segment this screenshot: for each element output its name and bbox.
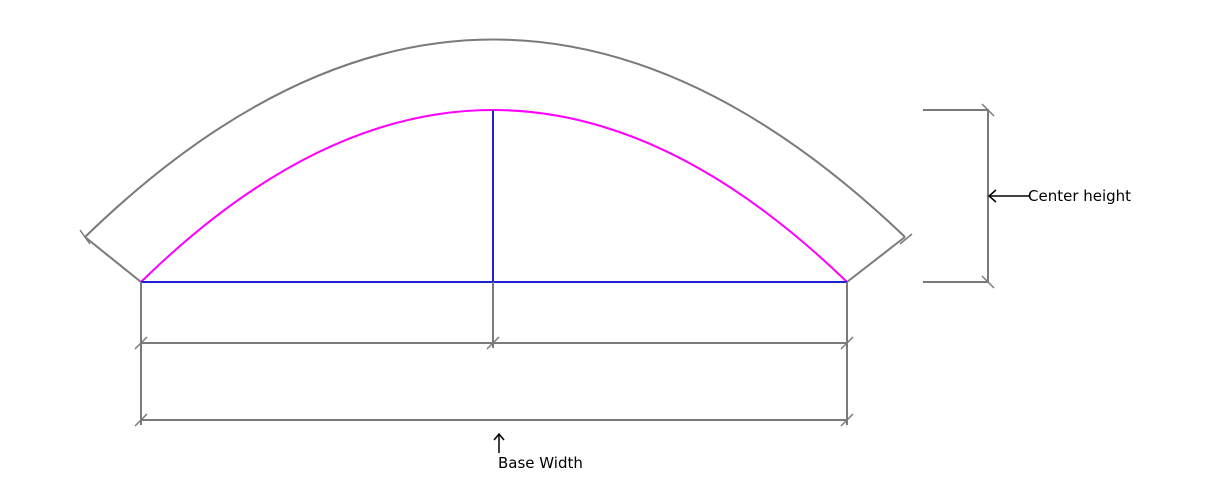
base-width-arrow-icon [493, 432, 505, 453]
left-connector-line [84, 236, 142, 283]
half-width-tick-left [134, 336, 148, 350]
outer-arch [84, 38, 906, 238]
right-connector-line [846, 236, 906, 283]
center-height-tick-bottom [981, 275, 995, 289]
outer-arch-right-tick [899, 233, 913, 245]
base-width-label: Base Width [498, 454, 583, 472]
half-width-tick-right [840, 336, 854, 350]
center-height-tick-top [981, 103, 995, 117]
center-height-arrow-icon [987, 189, 1030, 203]
base-width-tick-left [134, 413, 148, 427]
half-width-tick-center [486, 336, 500, 350]
center-height-label: Center height [1028, 187, 1131, 205]
base-width-tick-right [840, 413, 854, 427]
